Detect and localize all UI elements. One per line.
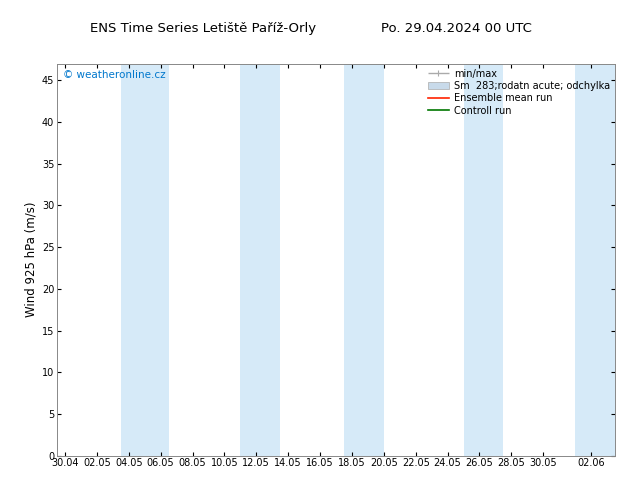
Bar <box>121 64 169 456</box>
Bar <box>344 64 384 456</box>
Bar <box>575 64 615 456</box>
Y-axis label: Wind 925 hPa (m/s): Wind 925 hPa (m/s) <box>25 202 37 318</box>
Legend: min/max, Sm  283;rodatn acute; odchylka, Ensemble mean run, Controll run: min/max, Sm 283;rodatn acute; odchylka, … <box>425 66 613 119</box>
Text: © weatheronline.cz: © weatheronline.cz <box>63 70 165 79</box>
Text: Po. 29.04.2024 00 UTC: Po. 29.04.2024 00 UTC <box>381 22 532 35</box>
Text: ENS Time Series Letiště Paříž-Orly: ENS Time Series Letiště Paříž-Orly <box>90 22 316 35</box>
Bar <box>240 64 280 456</box>
Bar <box>463 64 503 456</box>
